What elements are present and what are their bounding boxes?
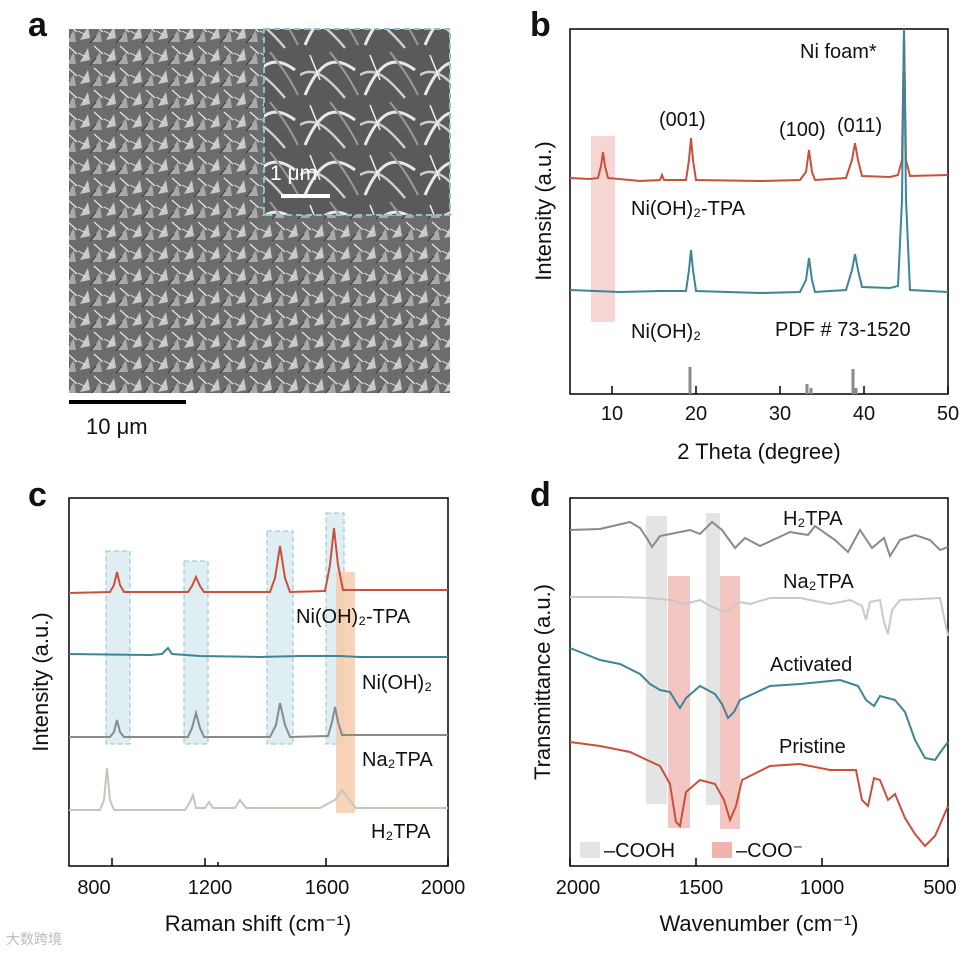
panel-label-b: b — [530, 6, 551, 44]
peak-label-001: (001) — [659, 109, 706, 131]
ftir-h2tpa-trace — [569, 520, 949, 559]
series-label-h2tpa: H₂TPA — [371, 821, 431, 843]
legend-label-cooh: –COOH — [604, 840, 675, 862]
annotation-pdf: PDF # 73-1520 — [775, 319, 911, 341]
xrd-ni-oh2-trace — [569, 28, 949, 295]
ftir-pristine-trace — [569, 741, 949, 848]
x-tick-label: 1000 — [800, 877, 845, 899]
ftir-activated-trace — [569, 647, 949, 762]
x-tick-label: 1600 — [305, 877, 350, 899]
x-tick-label: 800 — [77, 877, 110, 899]
peak-label-100: (100) — [779, 119, 826, 141]
x-tick-label: 50 — [937, 403, 959, 425]
series-label-ni-oh2: Ni(OH)₂ — [362, 672, 432, 694]
series-label-na2tpa: Na₂TPA — [362, 749, 433, 771]
x-tick-label: 2000 — [556, 877, 601, 899]
tpa-highlight-band — [591, 136, 615, 322]
sem-inset — [263, 28, 451, 216]
plot-frame-b — [569, 28, 949, 395]
panel-a: a 1 μm 10 μm — [28, 6, 451, 439]
ftir-na2tpa-trace — [570, 596, 949, 637]
peak-label-011: (011) — [837, 115, 882, 137]
x-tick-label: 1500 — [679, 877, 724, 899]
x-ticks-c — [111, 858, 449, 866]
panel-label-a: a — [28, 6, 48, 44]
raman-h2tpa-trace — [69, 767, 448, 811]
panel-label-d: d — [530, 476, 551, 514]
legend-label-coo: –COO⁻ — [736, 840, 803, 862]
series-label-na2tpa: Na₂TPA — [783, 571, 854, 593]
series-label-h2tpa: H₂TPA — [783, 508, 843, 530]
watermark: 大数跨境 — [6, 931, 62, 947]
main-scale-text: 10 μm — [86, 414, 148, 439]
x-axis-title-d: Wavenumber (cm⁻¹) — [659, 911, 858, 936]
raman-ni-oh2-trace — [68, 646, 448, 659]
series-label-pristine: Pristine — [779, 736, 846, 758]
plot-frame-d — [569, 497, 949, 867]
x-tick-label: 30 — [769, 403, 791, 425]
raman-highlight-bands — [105, 512, 355, 813]
x-tick-label: 500 — [923, 877, 956, 899]
panel-d: d H₂TPA Na₂TPA Activated Pristine –COOH … — [530, 476, 957, 936]
raman-ni-oh2-tpa-trace — [68, 527, 448, 594]
x-axis-title-c: Raman shift (cm⁻¹) — [165, 911, 351, 936]
series-label-ni-oh2: Ni(OH)₂ — [631, 321, 701, 343]
x-tick-label: 40 — [853, 403, 875, 425]
x-tick-label: 2000 — [421, 877, 466, 899]
x-tick-label: 1200 — [188, 877, 233, 899]
panel-c: c Ni(OH)₂-TPA Ni(OH)₂ Na₂TPA H₂TPA 800 1… — [28, 476, 465, 936]
series-label-ni-oh2-tpa: Ni(OH)₂-TPA — [296, 606, 411, 628]
series-label-ni-oh2-tpa: Ni(OH)₂-TPA — [631, 198, 746, 220]
ftir-highlight-bands — [646, 513, 740, 829]
x-tick-label: 10 — [601, 403, 623, 425]
y-axis-title-d: Transmittance (a.u.) — [530, 584, 555, 780]
x-ticks-d — [569, 858, 949, 866]
x-tick-label: 20 — [685, 403, 707, 425]
panel-b: b Ni foam* (001) (100) (011) Ni(OH)₂-TPA… — [530, 6, 959, 464]
panel-label-c: c — [28, 476, 47, 514]
series-label-activated: Activated — [770, 654, 852, 676]
annotation-ni-foam: Ni foam* — [800, 41, 877, 63]
x-axis-title-b: 2 Theta (degree) — [677, 439, 840, 464]
legend-swatch-coo — [712, 842, 732, 858]
inset-scale-text: 1 μm — [270, 162, 317, 185]
y-axis-title-b: Intensity (a.u.) — [531, 141, 556, 280]
xrd-ni-oh2-tpa-trace — [569, 29, 949, 183]
legend-swatch-cooh — [580, 842, 600, 858]
x-ticks-b — [611, 386, 949, 394]
raman-na2tpa-trace — [69, 702, 448, 739]
legend-d: –COOH –COO⁻ — [580, 840, 803, 862]
y-axis-title-c: Intensity (a.u.) — [28, 612, 53, 751]
plot-frame-c — [68, 497, 449, 867]
